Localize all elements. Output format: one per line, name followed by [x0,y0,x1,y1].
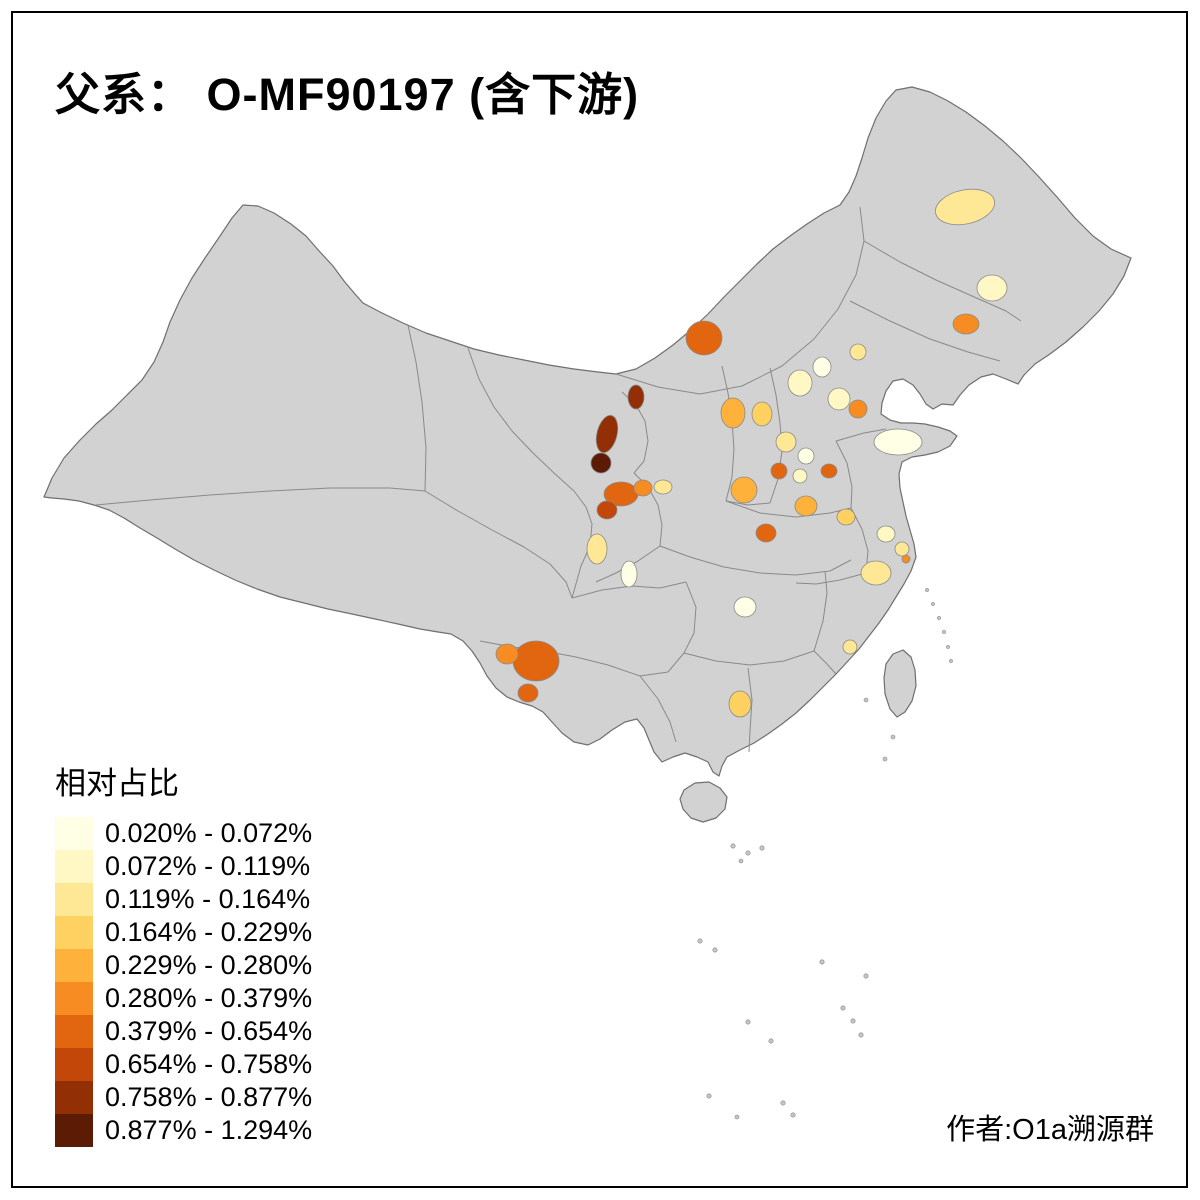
choropleth-region [775,431,797,453]
choropleth-region [842,639,858,655]
choropleth-region [797,447,815,465]
legend-swatch [55,982,93,1015]
legend-swatch [55,1048,93,1081]
choropleth-region [512,640,560,682]
legend-swatch [55,883,93,916]
choropleth-region [849,343,867,361]
choropleth-region [952,313,980,335]
legend-swatch [55,850,93,883]
legend-swatch [55,1114,93,1147]
choropleth-region [794,495,818,517]
choropleth-region [627,384,645,410]
legend: 相对占比 0.020% - 0.072% 0.072% - 0.119% 0.119… [55,758,312,1147]
colored-regions [495,188,1008,718]
legend-label: 0.119% - 0.164% [105,884,311,914]
south-china-sea-islands [697,588,953,1120]
hainan-island [679,781,728,823]
legend-rows: 0.020% - 0.072% 0.072% - 0.119% 0.119% - 0… [55,817,312,1147]
legend-label: 0.280% - 0.379% [105,983,313,1013]
legend-row: 0.758% - 0.877% [55,1081,312,1114]
choropleth-region [728,690,752,718]
choropleth-region [787,369,813,397]
legend-row: 0.020% - 0.072% [55,817,312,850]
choropleth-region [935,188,995,226]
legend-row: 0.379% - 0.654% [55,1015,312,1048]
legend-row: 0.280% - 0.379% [55,982,312,1015]
legend-row: 0.164% - 0.229% [55,916,312,949]
choropleth-region [860,560,892,586]
legend-row: 0.072% - 0.119% [55,850,312,883]
legend-label: 0.379% - 0.654% [105,1016,313,1046]
choropleth-region [730,476,758,504]
choropleth-region [751,401,773,427]
choropleth-region [792,468,808,484]
choropleth-region [770,462,788,480]
choropleth-region [620,560,638,588]
legend-label: 0.654% - 0.758% [105,1049,313,1079]
legend-swatch [55,1015,93,1048]
choropleth-region [901,554,911,564]
page-title: 父系： O-MF90197 (含下游) [55,69,640,120]
choropleth-region [820,463,838,479]
legend-title: 相对占比 [55,766,179,801]
legend-label: 0.020% - 0.072% [105,818,313,848]
choropleth-region [876,525,896,543]
choropleth-region [517,683,539,703]
legend-swatch [55,1081,93,1114]
choropleth-region [495,643,519,665]
legend-label: 0.758% - 0.877% [105,1082,313,1112]
choropleth-region [720,397,746,429]
choropleth-region [873,428,923,456]
choropleth-region [590,452,612,474]
legend-row: 0.229% - 0.280% [55,949,312,982]
legend-label: 0.072% - 0.119% [105,851,311,881]
choropleth-region [586,533,608,565]
legend-row: 0.877% - 1.294% [55,1114,312,1147]
attribution: 作者:O1a溯源群 [946,1114,1154,1146]
choropleth-region [755,523,777,543]
choropleth-region [827,387,851,411]
choropleth-region [633,479,653,497]
choropleth-region [894,541,910,557]
legend-swatch [55,817,93,850]
choropleth-region [653,479,673,495]
choropleth-region [848,399,868,419]
choropleth-region [733,596,757,618]
taiwan-island [883,649,917,718]
choropleth-region [595,415,619,453]
legend-row: 0.654% - 0.758% [55,1048,312,1081]
choropleth-region [596,500,618,520]
legend-swatch [55,916,93,949]
legend-label: 0.229% - 0.280% [105,950,313,980]
choropleth-region [976,274,1008,302]
legend-row: 0.119% - 0.164% [55,883,312,916]
choropleth-region [836,508,856,526]
choropleth-region [812,356,832,378]
legend-label: 0.164% - 0.229% [105,917,313,947]
legend-label: 0.877% - 1.294% [105,1115,313,1145]
legend-swatch [55,949,93,982]
choropleth-region [685,320,723,356]
